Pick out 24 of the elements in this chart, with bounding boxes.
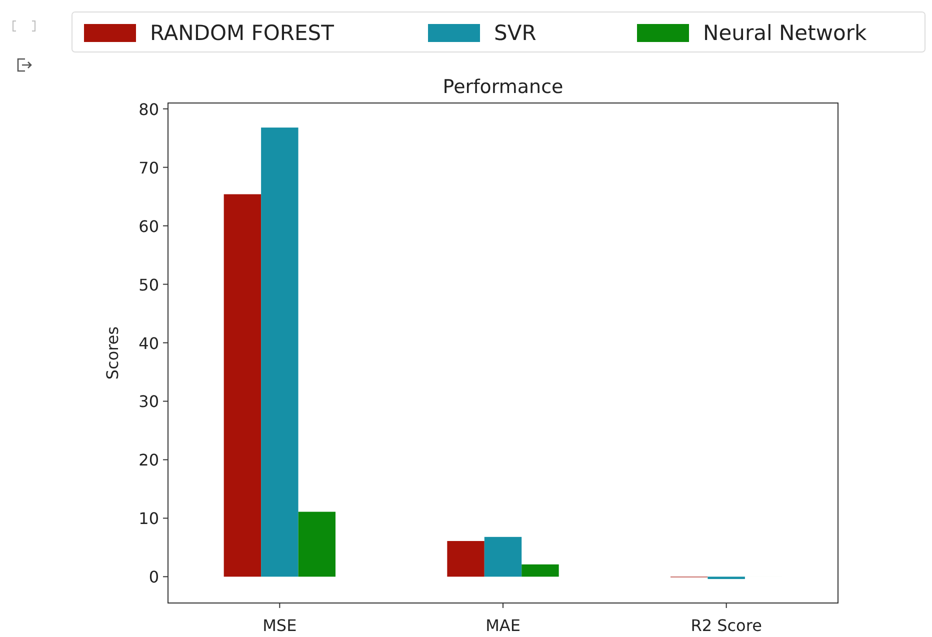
x-tick-label: MAE <box>486 616 520 635</box>
y-tick-label: 60 <box>138 216 159 236</box>
bar <box>522 564 559 577</box>
bar <box>484 536 522 577</box>
x-tick-label: MSE <box>262 616 297 635</box>
y-tick-label: 30 <box>138 392 159 412</box>
bar <box>261 128 298 577</box>
chart-title: Performance <box>442 76 564 98</box>
y-tick-label: 10 <box>138 509 159 528</box>
y-tick-label: 80 <box>138 100 159 119</box>
legend-label: SVR <box>494 21 536 45</box>
legend-label: RANDOM FOREST <box>150 21 334 45</box>
bar <box>447 541 484 577</box>
bar <box>708 576 745 580</box>
y-tick-label: 0 <box>148 568 159 587</box>
bar <box>298 512 336 577</box>
x-tick-label: R2 Score <box>690 616 762 635</box>
y-tick-label: 20 <box>138 450 159 470</box>
y-tick-label: 40 <box>138 334 159 353</box>
bar <box>224 194 262 577</box>
legend-label: Neural Network <box>703 21 868 45</box>
y-tick-label: 50 <box>138 275 159 294</box>
y-axis-title: Scores <box>103 326 122 380</box>
y-tick-label: 70 <box>138 158 159 178</box>
